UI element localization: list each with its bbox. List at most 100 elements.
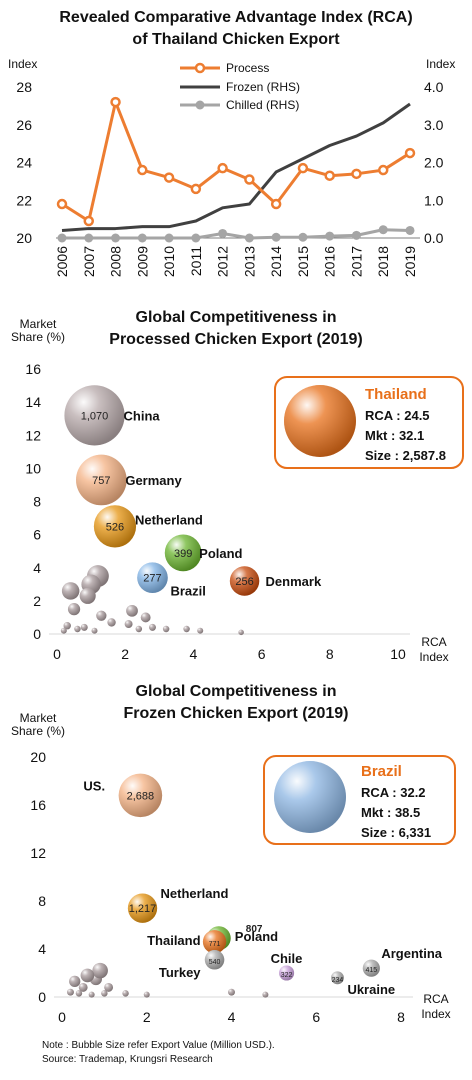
chart2-y-tick-label: 2 bbox=[33, 593, 41, 609]
chart2-y-tick-label: 8 bbox=[33, 494, 41, 510]
chart3-y-axis-label: Market bbox=[20, 711, 57, 725]
chart3-x-tick-label: 2 bbox=[143, 1009, 151, 1025]
chart2-bubble-unlabeled bbox=[67, 603, 81, 616]
chart1-x-tick-label: 2010 bbox=[161, 246, 177, 277]
chart2-bubble-unlabeled-shine bbox=[60, 627, 67, 634]
chart2-bubble-unlabeled-shine bbox=[67, 603, 81, 616]
chart2-highlight-line: RCA : 24.5 bbox=[365, 408, 430, 423]
chart1-right-tick-label: 0.0 bbox=[424, 230, 444, 246]
chart3-bubble-unlabeled bbox=[122, 990, 129, 997]
chart1-point bbox=[56, 198, 68, 210]
chart2-y-tick-label: 10 bbox=[25, 460, 41, 476]
chart1-title: of Thailand Chicken Export bbox=[132, 31, 340, 48]
chart1-left-tick-label: 28 bbox=[16, 79, 32, 95]
chart1-point bbox=[324, 170, 335, 181]
chart3-y-tick-label: 0 bbox=[38, 989, 46, 1005]
chart2-y-tick-label: 16 bbox=[25, 361, 41, 377]
chart3-highlight-bubble bbox=[274, 761, 346, 833]
chart3-bubble-unlabeled bbox=[143, 991, 150, 998]
chart2-bubble-unlabeled-shine bbox=[107, 618, 116, 627]
chart3-bubble-unlabeled bbox=[101, 990, 108, 997]
chart2-bubble bbox=[64, 385, 125, 446]
chart2-bubble bbox=[93, 505, 137, 548]
chart3-y-tick-label: 20 bbox=[30, 749, 46, 765]
chart2-bubble-shine bbox=[64, 385, 125, 446]
chart1-point bbox=[405, 225, 415, 235]
chart2-bubble-unlabeled bbox=[96, 610, 107, 621]
chart2-bubble-unlabeled-shine bbox=[238, 629, 244, 636]
chart1-x-tick-label: 2014 bbox=[268, 246, 284, 277]
chart3-bubble-value: 771 bbox=[209, 941, 221, 948]
chart3-title: Global Competitiveness in bbox=[136, 683, 337, 700]
chart2-bubble-unlabeled bbox=[80, 623, 88, 631]
chart2-bubble bbox=[76, 454, 127, 506]
chart1-point bbox=[298, 232, 308, 242]
chart3-y-tick-label: 8 bbox=[38, 893, 46, 909]
chart2-bubble-unlabeled bbox=[140, 612, 151, 623]
chart1-left-axis-label: Index bbox=[8, 57, 37, 71]
chart2-bubble-unlabeled-shine bbox=[63, 622, 71, 630]
chart2-bubble bbox=[137, 562, 168, 593]
chart3-bubble-shine bbox=[279, 965, 295, 981]
chart1-x-tick-label: 2013 bbox=[241, 246, 257, 277]
chart1-point bbox=[218, 228, 228, 238]
chart1-point bbox=[164, 233, 174, 243]
chart2-bubble-shine bbox=[137, 562, 168, 593]
chart1-title: Revealed Comparative Advantage Index (RC… bbox=[59, 9, 412, 26]
chart1-legend-label: Frozen (RHS) bbox=[226, 80, 300, 94]
chart2-bubble-unlabeled bbox=[107, 618, 116, 627]
chart3-bubble-unlabeled-shine bbox=[75, 990, 83, 997]
chart3-bubble-unlabeled bbox=[78, 982, 88, 992]
chart1-x-tick-label: 2018 bbox=[375, 246, 391, 277]
chart3-bubble-unlabeled-shine bbox=[101, 990, 108, 997]
chart3-bubble-label: Turkey bbox=[159, 965, 201, 980]
chart2-y-tick-label: 4 bbox=[33, 560, 41, 576]
chart2-highlight-bubble-shine bbox=[284, 385, 356, 457]
chart1-left-tick-label: 26 bbox=[16, 117, 32, 133]
chart2-bubble-unlabeled-shine bbox=[140, 612, 151, 623]
chart2-bubble-unlabeled bbox=[238, 629, 244, 636]
chart1-point bbox=[83, 215, 95, 227]
chart2-bubble-value: 526 bbox=[106, 521, 124, 533]
chart2-bubble bbox=[164, 534, 202, 572]
chart3-bubble-label: Argentina bbox=[381, 946, 442, 961]
chart1-right-tick-label: 4.0 bbox=[424, 79, 444, 95]
chart3-bubble-shine bbox=[202, 930, 227, 954]
chart2-y-axis-label: Market bbox=[20, 317, 57, 331]
chart3-bubble-label: Poland bbox=[235, 929, 278, 944]
chart3-bubble-unlabeled-shine bbox=[67, 988, 74, 996]
chart3-poland-size-annotation: 807 bbox=[246, 924, 263, 935]
chart3-y-tick-label: 16 bbox=[30, 797, 46, 813]
chart3-bubble-label: Ukraine bbox=[347, 982, 395, 997]
chart2-bubble-unlabeled bbox=[63, 622, 71, 630]
chart1-point bbox=[270, 198, 282, 210]
chart1-right-axis-label: Index bbox=[426, 57, 455, 71]
chart3-x-axis-label: RCA bbox=[423, 992, 448, 1006]
chart3-bubble-unlabeled-shine bbox=[69, 975, 81, 988]
chart3-bubble-shine bbox=[362, 959, 380, 977]
chart2-x-tick-label: 2 bbox=[121, 646, 129, 662]
footer-note: Note : Bubble Size refer Export Value (M… bbox=[42, 1040, 275, 1051]
chart3-bubble-unlabeled bbox=[88, 991, 95, 998]
chart2-bubble-unlabeled-shine bbox=[197, 627, 204, 634]
chart3-bubble-unlabeled bbox=[80, 968, 95, 983]
chart1-left-tick-label: 20 bbox=[16, 230, 32, 246]
chart2-bubble-unlabeled bbox=[91, 627, 98, 634]
chart2-bubble-unlabeled bbox=[60, 627, 67, 634]
chart3-highlight-line: Mkt : 38.5 bbox=[361, 805, 420, 820]
chart1-point bbox=[84, 233, 94, 243]
chart2-bubble-label: Netherland bbox=[135, 512, 203, 527]
chart2-x-tick-label: 4 bbox=[190, 646, 198, 662]
chart2-bubble-unlabeled-shine bbox=[80, 623, 88, 631]
chart1-x-tick-label: 2015 bbox=[295, 246, 311, 277]
chart3-x-tick-label: 0 bbox=[58, 1009, 66, 1025]
chart1-right-tick-label: 1.0 bbox=[424, 192, 444, 208]
chart3-highlight-name: Brazil bbox=[361, 763, 402, 780]
chart2-bubble-value: 277 bbox=[143, 573, 161, 585]
chart3-bubble-label: Netherland bbox=[161, 886, 229, 901]
chart3-bubble-unlabeled bbox=[67, 988, 74, 996]
chart2-bubble-unlabeled-shine bbox=[61, 582, 80, 600]
chart1-right-tick-label: 2.0 bbox=[424, 155, 444, 171]
chart3-bubble-unlabeled-shine bbox=[92, 962, 108, 979]
